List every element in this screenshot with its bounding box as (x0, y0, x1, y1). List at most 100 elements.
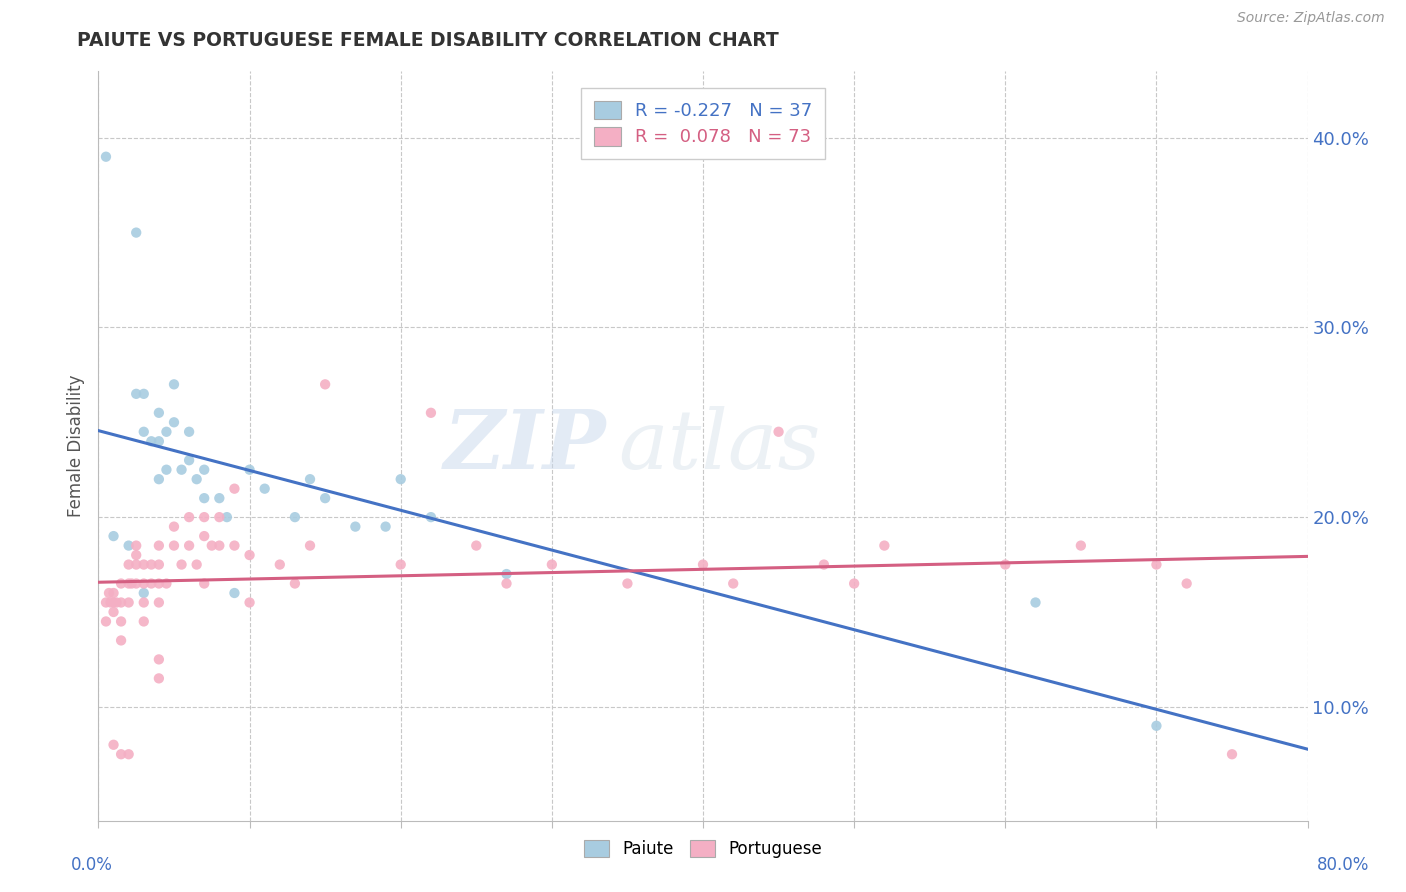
Point (103, 738, 125, 752)
Point (148, 406, 170, 420)
Point (208, 539, 231, 553)
Point (103, 529, 125, 543)
Point (118, 576, 141, 591)
Point (163, 519, 186, 533)
Point (193, 510, 215, 524)
Point (215, 510, 238, 524)
Point (994, 558, 1017, 572)
Point (118, 595, 141, 609)
Point (344, 519, 367, 533)
Point (163, 415, 186, 429)
Point (239, 463, 262, 477)
Point (224, 586, 246, 600)
Point (132, 615, 155, 629)
Point (193, 576, 215, 591)
Text: 80.0%: 80.0% (1316, 855, 1369, 873)
Point (132, 595, 155, 609)
Point (193, 463, 215, 477)
Point (208, 510, 231, 524)
Point (374, 519, 396, 533)
Point (100, 595, 122, 609)
Point (118, 558, 141, 572)
Point (110, 615, 132, 629)
Point (141, 558, 163, 572)
Point (103, 605, 125, 619)
Point (103, 586, 125, 600)
Text: 0.0%: 0.0% (70, 855, 112, 873)
Point (1144, 719, 1167, 733)
Point (148, 558, 170, 572)
Point (125, 387, 148, 401)
Point (179, 510, 201, 524)
Point (224, 539, 246, 553)
Point (616, 576, 638, 591)
Point (208, 491, 231, 505)
Point (132, 558, 155, 572)
Point (118, 747, 141, 762)
Point (155, 576, 177, 591)
Point (105, 595, 128, 609)
Point (420, 406, 443, 420)
Point (284, 510, 307, 524)
Point (540, 558, 562, 572)
Point (141, 576, 163, 591)
Point (389, 472, 412, 486)
Point (314, 377, 336, 392)
Point (148, 672, 170, 686)
Point (723, 576, 745, 591)
Point (193, 529, 215, 543)
Point (299, 539, 322, 553)
Point (239, 595, 262, 609)
Point (389, 558, 412, 572)
Point (94, 150, 117, 164)
Point (141, 434, 163, 449)
Point (155, 425, 177, 439)
Point (844, 576, 866, 591)
Point (121, 576, 143, 591)
Point (125, 548, 148, 562)
Point (98, 586, 121, 600)
Text: atlas: atlas (619, 406, 821, 486)
Point (768, 425, 790, 439)
Point (1220, 747, 1243, 762)
Point (873, 539, 896, 553)
Point (132, 576, 155, 591)
Point (148, 472, 170, 486)
Point (163, 377, 186, 392)
Point (103, 595, 125, 609)
Point (179, 425, 201, 439)
Point (299, 472, 322, 486)
Point (148, 652, 170, 666)
Point (692, 558, 714, 572)
Point (148, 595, 170, 609)
Point (125, 539, 148, 553)
Point (110, 595, 132, 609)
Point (1144, 558, 1167, 572)
Point (813, 558, 835, 572)
Point (132, 387, 155, 401)
Point (110, 747, 132, 762)
Point (118, 539, 141, 553)
Point (495, 576, 517, 591)
Point (284, 576, 307, 591)
Point (239, 548, 262, 562)
Point (186, 558, 208, 572)
Legend: Paiute, Portuguese: Paiute, Portuguese (576, 833, 830, 864)
Point (125, 576, 148, 591)
Point (94, 595, 117, 609)
Point (201, 539, 224, 553)
Point (148, 576, 170, 591)
Point (170, 558, 193, 572)
Text: PAIUTE VS PORTUGUESE FEMALE DISABILITY CORRELATION CHART: PAIUTE VS PORTUGUESE FEMALE DISABILITY C… (77, 31, 779, 50)
Point (179, 539, 201, 553)
Point (148, 434, 170, 449)
Point (1070, 539, 1092, 553)
Point (465, 539, 488, 553)
Point (253, 482, 276, 496)
Point (420, 510, 443, 524)
Point (495, 567, 517, 582)
Point (94, 615, 117, 629)
Point (110, 633, 132, 648)
Point (132, 586, 155, 600)
Point (193, 491, 215, 505)
